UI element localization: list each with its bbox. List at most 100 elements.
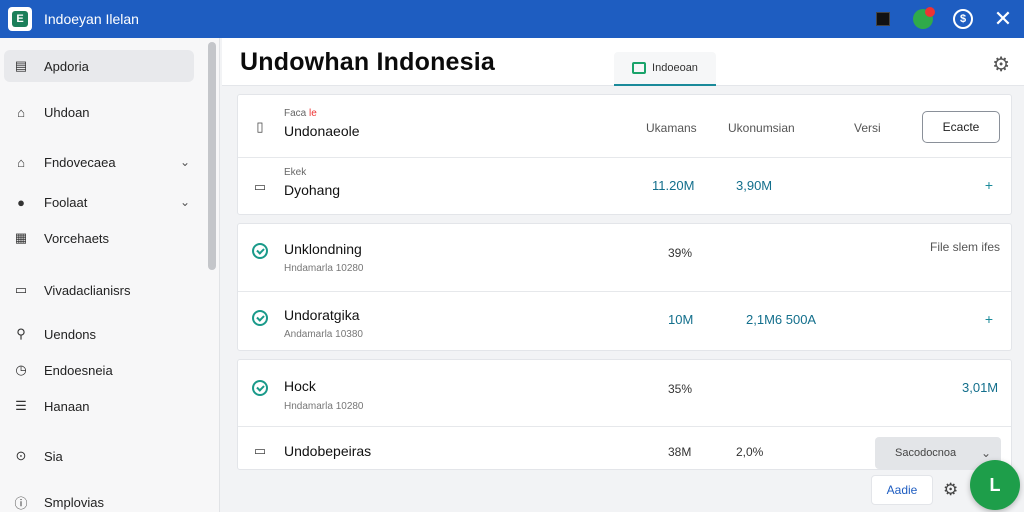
sidebar-item-label: Endoesneia: [44, 362, 113, 378]
account-button[interactable]: $: [952, 8, 974, 30]
sidebar-item[interactable]: ⚲ Uendons: [4, 318, 194, 350]
notifications-button[interactable]: [912, 7, 935, 30]
sidebar-item[interactable]: ⊙ Sia: [4, 440, 194, 472]
row-value-percent: 35%: [668, 382, 693, 396]
chevron-down-icon[interactable]: ⌄: [179, 155, 190, 169]
row-value-total: 2,1M6 500A: [746, 312, 817, 327]
sidebar-item-label: Apdoria: [44, 58, 89, 74]
table-row[interactable]: ▭ Undobepeiras 38M 2,0% Sacodocnoa ⌄: [238, 427, 1011, 471]
summary-card: ▯ Faca le Undonaeole Ukamans Ukonumsian …: [237, 94, 1012, 215]
row-name: Undoratgika: [284, 307, 360, 323]
list-icon: ☰: [15, 398, 27, 413]
page-title: Undowhan Indonesia: [240, 48, 495, 76]
row-value-size: 10M: [668, 312, 694, 327]
row-subtitle: Hndamarla 10280: [284, 401, 364, 412]
sidebar-item[interactable]: ☰ Hanaan: [4, 390, 194, 422]
chevron-down-icon[interactable]: ⌄: [179, 195, 190, 209]
folder-icon: ▭: [253, 179, 267, 194]
app-logo-glyph: E: [12, 11, 28, 27]
sidebar-item-label: Smplovias: [44, 494, 104, 510]
check-circle-icon: [252, 243, 268, 259]
book-icon: ▯: [256, 119, 264, 134]
window-icon: [876, 12, 890, 26]
sidebar-item[interactable]: ▤ Apdoria: [4, 50, 194, 82]
fab-glyph: L: [989, 474, 1001, 495]
sidebar-item[interactable]: ⓘ Smplovias: [4, 486, 194, 512]
row-value-size: 38M: [668, 445, 692, 459]
sidebar-item[interactable]: ◷ Endoesneia: [4, 354, 194, 386]
tab-label: Indoeoan: [652, 62, 698, 74]
sidebar-item[interactable]: ● Foolaat ⌄: [4, 186, 194, 218]
row-value-total: 3,90M: [736, 178, 773, 193]
tab-indoeoan[interactable]: Indoeoan: [614, 52, 716, 86]
settings-gear-icon[interactable]: ⚙: [943, 480, 959, 499]
sidebar-item-label: Uhdoan: [44, 104, 90, 120]
window-menu-button[interactable]: [872, 8, 894, 30]
sidebar: ▤ Apdoria ⌂ Uhdoan ⌂ Fndovecaea ⌄ ● Foolaat ⌄ ▦ Vor…: [0, 38, 220, 512]
table-row[interactable]: Hock Hndamarla 10280 35% 3,01M: [238, 360, 1011, 426]
document-icon: ▤: [14, 58, 28, 73]
header-caption: Faca le: [284, 108, 317, 119]
sidebar-item-label: Vorcehaets: [44, 230, 110, 246]
chevron-down-icon: ⌄: [980, 446, 991, 460]
row-value-percent: 39%: [668, 246, 693, 260]
location-icon: ⊙: [15, 448, 27, 463]
sidebar-scrollbar[interactable]: [208, 42, 216, 270]
expand-icon[interactable]: +: [984, 177, 993, 193]
info-icon: ⓘ: [14, 495, 28, 511]
clock-icon: ◷: [15, 362, 27, 377]
close-button[interactable]: ✕: [992, 8, 1014, 30]
row-name: Unklondning: [284, 241, 362, 257]
search-icon: ⚲: [16, 326, 26, 341]
column-header-ukonumsian: Ukonumsian: [728, 121, 795, 135]
card-header-row: ▯ Faca le Undonaeole Ukamans Ukonumsian …: [238, 95, 1011, 157]
check-circle-icon: [252, 380, 268, 396]
column-header-ukamans: Ukamans: [646, 121, 697, 135]
sidebar-item-label: Fndovecaea: [44, 154, 116, 170]
table-row[interactable]: Undoratgika Andamarla 10380 10M 2,1M6 50…: [238, 292, 1011, 352]
check-circle-icon: [252, 310, 268, 326]
sidebar-item-label: Uendons: [44, 326, 97, 342]
sidebar-item[interactable]: ⌂ Uhdoan: [4, 96, 194, 128]
column-header-versi: Versi: [854, 121, 881, 135]
notification-badge-icon: [913, 7, 935, 29]
table-row[interactable]: Unklondning Hndamarla 10280 39%: [238, 224, 1011, 291]
sidebar-item[interactable]: ▭ Vivadaclianisrs: [4, 274, 194, 306]
sidebar-item-label: Hanaan: [44, 398, 90, 414]
row-subtitle: Andamarla 10380: [284, 329, 363, 340]
divider: [238, 426, 1011, 427]
sidebar-item-label: Foolaat: [44, 194, 88, 210]
table-row[interactable]: ▭ Ekek Dyohang 11.20M 3,90M +: [238, 158, 1011, 216]
expand-icon[interactable]: +: [984, 311, 993, 327]
row-name: Undobepeiras: [284, 443, 372, 459]
main-header: Undowhan Indonesia Indoeoan ⚙: [222, 38, 1024, 86]
sidebar-item-label: Sia: [44, 448, 63, 464]
tag-icon: ⌂: [17, 154, 25, 170]
row-name: Hock: [284, 378, 316, 394]
divider: [238, 157, 1011, 158]
row-value-size: 3,01M: [962, 380, 999, 395]
floating-action-button[interactable]: L: [970, 460, 1020, 510]
sidebar-item[interactable]: ⌂ Fndovecaea ⌄: [4, 146, 194, 178]
user-icon: ●: [17, 194, 25, 210]
add-button[interactable]: Aadie: [871, 475, 933, 505]
row-subtitle: Hndamarla 10280: [284, 263, 364, 274]
app-logo: E: [8, 7, 32, 31]
download-card: File slem ifes Unklondning Hndamarla 102…: [237, 223, 1012, 351]
title-bar-actions: $ ✕: [872, 0, 1014, 38]
sidebar-item-label: Vivadaclianisrs: [44, 282, 131, 298]
settings-gear-icon[interactable]: ⚙: [992, 54, 1010, 76]
row-value-percent: 2,0%: [736, 445, 764, 459]
create-button[interactable]: Ecacte: [922, 111, 1000, 143]
calendar-icon: ▦: [14, 230, 28, 245]
select-value: Sacodocnoa: [895, 447, 957, 459]
home-icon: ⌂: [17, 104, 25, 120]
divider: [238, 291, 1011, 292]
title-bar: E Indoeyan Ilelan $ ✕: [0, 0, 1024, 38]
tab-icon: [632, 62, 647, 74]
sidebar-item[interactable]: ▦ Vorcehaets: [4, 222, 194, 254]
file-size-header: File slem ifes: [930, 240, 1001, 254]
close-icon: ✕: [993, 6, 1013, 31]
files-card: Hock Hndamarla 10280 35% 3,01M ▭ Undobep…: [237, 359, 1012, 470]
folder-icon: ▭: [253, 443, 267, 458]
